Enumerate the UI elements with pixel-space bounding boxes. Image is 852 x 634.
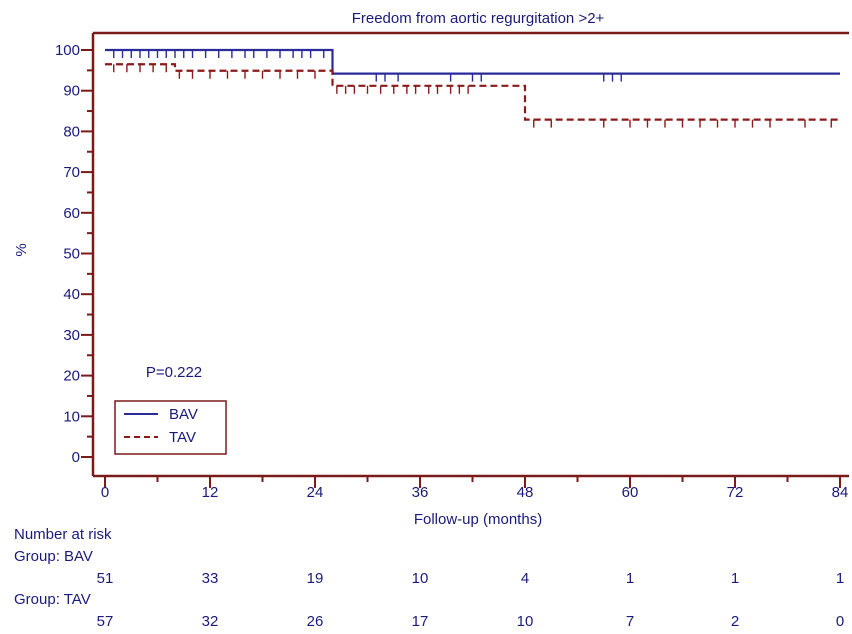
x-tick-label: 48 bbox=[517, 484, 534, 501]
x-tick-label: 36 bbox=[412, 484, 429, 501]
risk-value: 51 bbox=[97, 570, 114, 587]
risk-group-label: Group: TAV bbox=[14, 591, 91, 608]
risk-table-title: Number at risk bbox=[14, 526, 112, 543]
y-tick-label: 100 bbox=[55, 42, 80, 59]
risk-value: 33 bbox=[202, 570, 219, 587]
y-tick-label: 0 bbox=[72, 449, 80, 466]
legend: BAV TAV bbox=[114, 400, 227, 455]
series-layer bbox=[105, 48, 840, 128]
x-axis-label: Follow-up (months) bbox=[414, 511, 542, 528]
survival-curve-tav bbox=[105, 63, 840, 121]
legend-label-tav: TAV bbox=[169, 429, 196, 446]
x-tick-label: 24 bbox=[307, 484, 324, 501]
x-tick-label: 72 bbox=[727, 484, 744, 501]
y-tick-label: 50 bbox=[63, 246, 80, 263]
risk-value: 1 bbox=[626, 570, 634, 587]
risk-row: 51 33 19 10 4 1 1 1 bbox=[97, 570, 845, 587]
risk-value: 1 bbox=[731, 570, 739, 587]
risk-value: 32 bbox=[202, 613, 219, 630]
y-tick-label: 60 bbox=[63, 205, 80, 222]
risk-value: 0 bbox=[836, 613, 844, 630]
p-value-annotation: P=0.222 bbox=[146, 364, 202, 381]
legend-label-bav: BAV bbox=[169, 406, 198, 423]
y-tick-label: 10 bbox=[63, 408, 80, 425]
risk-value: 57 bbox=[97, 613, 114, 630]
y-tick-label: 90 bbox=[63, 83, 80, 100]
risk-value: 2 bbox=[731, 613, 739, 630]
risk-value: 1 bbox=[836, 570, 844, 587]
y-tick-label: 40 bbox=[63, 286, 80, 303]
x-ticks: 0 12 24 36 48 60 72 84 bbox=[101, 476, 849, 501]
risk-value: 7 bbox=[626, 613, 634, 630]
y-ticks: 0 10 20 30 40 50 60 70 80 90 100 bbox=[55, 42, 93, 466]
x-tick-label: 60 bbox=[622, 484, 639, 501]
risk-table: Number at risk Group: BAV 51 33 19 10 4 1 1 1 G… bbox=[14, 526, 844, 630]
y-tick-label: 70 bbox=[63, 164, 80, 181]
x-tick-label: 0 bbox=[101, 484, 109, 501]
risk-value: 26 bbox=[307, 613, 324, 630]
y-tick-label: 80 bbox=[63, 123, 80, 140]
series-bav bbox=[105, 48, 840, 82]
risk-value: 19 bbox=[307, 570, 324, 587]
series-tav bbox=[105, 63, 840, 128]
x-tick-label: 84 bbox=[832, 484, 849, 501]
censor-marks-tav bbox=[113, 64, 832, 128]
x-tick-label: 12 bbox=[202, 484, 219, 501]
censor-marks-bav bbox=[113, 50, 622, 82]
chart-title: Freedom from aortic regurgitation >2+ bbox=[352, 10, 605, 27]
risk-group-label: Group: BAV bbox=[14, 548, 93, 565]
risk-row: 57 32 26 17 10 7 2 0 bbox=[97, 613, 845, 630]
y-tick-label: 30 bbox=[63, 327, 80, 344]
risk-value: 10 bbox=[517, 613, 534, 630]
y-tick-label: 20 bbox=[63, 368, 80, 385]
risk-value: 10 bbox=[412, 570, 429, 587]
y-axis-label: % bbox=[13, 243, 30, 256]
risk-value: 17 bbox=[412, 613, 429, 630]
legend-box bbox=[114, 400, 227, 455]
risk-value: 4 bbox=[521, 570, 529, 587]
